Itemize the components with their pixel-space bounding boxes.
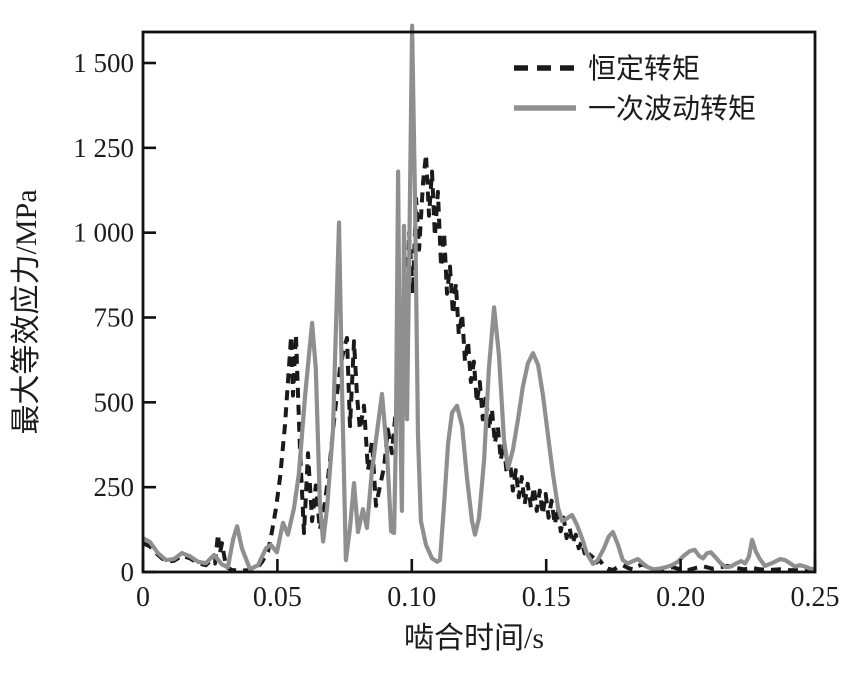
x-tick-label: 0.05 xyxy=(253,582,302,613)
x-tick-label: 0.15 xyxy=(522,582,571,613)
y-axis-title: 最大等效应力/MPa xyxy=(10,189,43,434)
y-tick-label: 1 250 xyxy=(73,133,134,163)
series-fluctuating-torque-line xyxy=(141,23,816,572)
legend: 恒定转矩 一次波动转矩 xyxy=(514,53,756,125)
x-tick-label: 0.10 xyxy=(387,582,436,613)
legend-item-fluctuating-torque: 一次波动转矩 xyxy=(514,93,756,125)
y-tick-label: 1 000 xyxy=(73,218,134,248)
x-tick-label: 0.20 xyxy=(656,582,705,613)
y-tick-label: 250 xyxy=(94,472,135,502)
x-axis-title: 啮合时间/s xyxy=(404,622,544,655)
y-axis-ticks: 0 250 500 750 1 000 1 250 1 500 xyxy=(73,48,156,587)
y-tick-label: 1 500 xyxy=(73,48,134,78)
x-axis-ticks: 0 0.05 0.10 0.15 0.20 0.25 xyxy=(136,559,840,613)
x-tick-label: 0 xyxy=(136,582,150,613)
legend-item-constant-torque: 恒定转矩 xyxy=(514,53,700,85)
y-tick-label: 500 xyxy=(94,387,135,417)
y-tick-label: 750 xyxy=(94,303,135,333)
series-constant-torque-line xyxy=(142,152,816,573)
y-tick-label: 0 xyxy=(121,557,135,587)
legend-label-fluctuating-torque: 一次波动转矩 xyxy=(588,93,756,125)
legend-label-constant-torque: 恒定转矩 xyxy=(588,53,700,85)
x-tick-label: 0.25 xyxy=(791,582,840,613)
plot-frame xyxy=(141,30,817,574)
